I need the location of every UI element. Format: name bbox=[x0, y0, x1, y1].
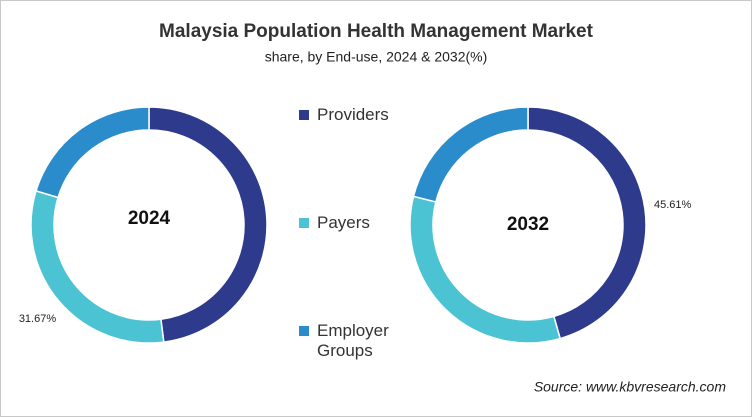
legend-label: Providers bbox=[317, 105, 389, 124]
chart-subtitle: share, by End-use, 2024 & 2032(%) bbox=[265, 49, 488, 65]
legend-label: Employer Groups bbox=[317, 321, 389, 360]
legend-item: Employer Groups bbox=[299, 321, 409, 361]
legend-swatch bbox=[299, 218, 309, 228]
source: Source: www.kbvresearch.com bbox=[534, 379, 727, 395]
center-label: 2024 bbox=[128, 208, 171, 229]
center-label: 2032 bbox=[507, 214, 549, 235]
legend-item: Payers bbox=[299, 213, 409, 233]
legend-swatch bbox=[299, 326, 309, 336]
donut-slice bbox=[35, 106, 150, 199]
data-label: 31.67% bbox=[19, 313, 57, 325]
chart-title: Malaysia Population Health Management Ma… bbox=[159, 21, 594, 42]
data-label: 45.61% bbox=[654, 199, 692, 211]
donut-slice bbox=[412, 106, 529, 203]
legend-label: Payers bbox=[317, 213, 370, 232]
legend-swatch bbox=[299, 110, 309, 120]
legend-item: Providers bbox=[299, 105, 409, 125]
